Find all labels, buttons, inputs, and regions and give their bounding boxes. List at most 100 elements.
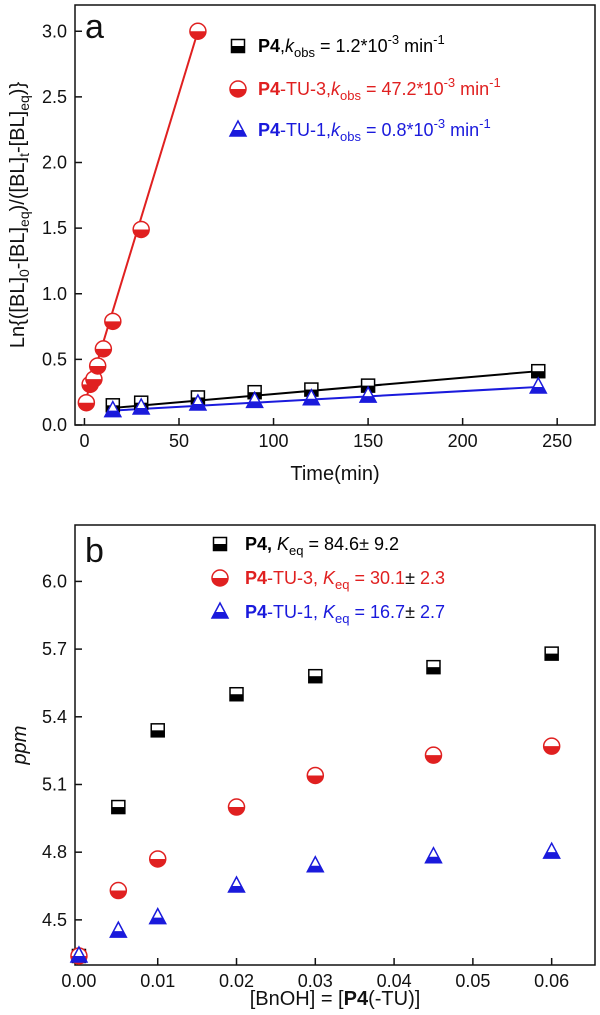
legend-value: = 1.2*10 xyxy=(315,36,388,56)
legend-label-p4-tu-3: P4-TU-3, Keq = 30.1± 2.3 xyxy=(245,568,445,592)
data-point-p4-tu-3 xyxy=(132,220,150,239)
legend-marker-p4-tu-1 xyxy=(228,119,248,137)
data-point-p4-tu-1-fill xyxy=(133,407,150,414)
y-tick-label: 0.5 xyxy=(42,349,67,369)
panel-b-y-label: ppm xyxy=(9,726,31,766)
ylab-part: )/([BL] xyxy=(7,157,29,211)
data-point-p4-tu-1-fill xyxy=(70,955,87,962)
data-point-p4 xyxy=(111,799,126,815)
xlab-bold: P4 xyxy=(344,988,369,1010)
legend-sub: eq xyxy=(289,543,303,558)
data-point-p4-tu-3 xyxy=(542,737,561,755)
y-tick-label: 5.1 xyxy=(42,774,67,794)
y-tick-label: 1.5 xyxy=(42,218,67,238)
legend-marker-p4-tu-3-fill xyxy=(212,578,228,586)
data-point-p4-tu-1 xyxy=(131,397,151,415)
legend-marker-p4 xyxy=(230,38,246,54)
ylab-sub: eq xyxy=(16,95,32,111)
ylab-sub: 0 xyxy=(16,269,32,277)
legend-marker-p4 xyxy=(212,536,228,552)
data-point-p4-tu-3-fill xyxy=(110,890,127,899)
x-tick-label: 250 xyxy=(542,431,572,451)
data-point-p4-tu-1-fill xyxy=(543,852,560,859)
ylab-sub: eq xyxy=(16,211,32,227)
y-tick-label: 1.0 xyxy=(42,284,67,304)
legend-mid: -TU-1, xyxy=(280,120,331,140)
data-point-p4-tu-3 xyxy=(306,766,325,785)
data-point-p4-tu-1 xyxy=(306,855,325,873)
legend-bold: P4 xyxy=(258,36,280,56)
data-point-p4-tu-3-fill xyxy=(85,379,102,388)
data-point-p4-tu-1-fill xyxy=(303,398,320,405)
legend-sup: -3 xyxy=(388,32,400,47)
panel-b: b 0.00 0.01 0.02 0.03 0.04 0.05 0.06 4.5 4.8 5.1 5… xyxy=(9,524,596,1010)
legend-label-p4-tu-1: P4-TU-1,kobs = 0.8*10-3 min-1 xyxy=(258,116,491,144)
legend-sub: obs xyxy=(294,45,315,60)
data-point-p4-tu-3-fill xyxy=(95,348,112,357)
x-tick-label: 100 xyxy=(259,431,289,451)
legend-value: = 30.1 xyxy=(350,568,406,588)
data-point-p4-tu-3 xyxy=(88,357,107,375)
legend-label-p4-tu-3: P4-TU-3,kobs = 47.2*10-3 min-1 xyxy=(258,75,501,103)
panel-a-ticks: 0 50 100 150 200 250 0.0 0.5 1.0 1.5 2.0 2.5 3.0 xyxy=(42,21,572,451)
data-point-p4-tu-3 xyxy=(227,798,246,816)
y-tick-label: 5.7 xyxy=(42,639,67,659)
panel-b-ticks: 0.00 0.01 0.02 0.03 0.04 0.05 0.06 4.5 4.8 5.1 5.4… xyxy=(42,571,569,991)
x-tick-label: 0.00 xyxy=(61,971,96,991)
data-point-p4-tu-1 xyxy=(542,841,561,859)
legend-unit: min xyxy=(399,36,433,56)
legend-sup2: -1 xyxy=(433,32,445,47)
panel-b-points xyxy=(69,646,561,965)
panel-a-y-label: Ln{([BL]0-[BL]eq)/([BL]t-[BL]eq)} xyxy=(7,82,32,349)
data-point-p4-tu-1-fill xyxy=(360,396,377,403)
data-point-p4-fill xyxy=(230,694,244,701)
data-point-p4 xyxy=(531,363,546,379)
panel-a-letter: a xyxy=(85,8,104,46)
panel-a-x-label: Time(min) xyxy=(290,463,379,485)
ylab-part: -[BL] xyxy=(7,111,29,153)
data-point-p4-tu-1 xyxy=(188,393,208,411)
data-point-p4-tu-1-fill xyxy=(228,886,245,893)
legend-k: K xyxy=(318,568,336,588)
legend-bold: P4 xyxy=(258,120,280,140)
data-point-p4-fill xyxy=(111,807,125,814)
y-tick-label: 0.0 xyxy=(42,415,67,435)
data-point-p4-fill xyxy=(531,371,545,378)
legend-bold: P4 xyxy=(245,602,267,622)
y-tick-label: 2.5 xyxy=(42,87,67,107)
data-point-p4-tu-3-fill xyxy=(133,229,150,238)
panel-b-letter: b xyxy=(85,532,104,570)
panel-b-x-label: [BnOH] = [P4(-TU)] xyxy=(250,988,421,1010)
legend-mid: -TU-3, xyxy=(267,568,318,588)
data-point-p4-tu-1-fill xyxy=(307,865,324,872)
legend-bold: P4 xyxy=(258,79,280,99)
x-tick-label: 200 xyxy=(448,431,478,451)
legend-unit: min xyxy=(455,79,489,99)
panel-b-frame xyxy=(74,524,596,966)
legend-label-p4: P4,kobs = 1.2*10-3 min-1 xyxy=(258,32,445,60)
data-point-p4-tu-1 xyxy=(109,920,128,938)
data-point-p4-tu-1 xyxy=(302,388,321,406)
data-point-p4 xyxy=(426,659,441,675)
x-tick-label: 0.02 xyxy=(219,971,254,991)
panel-a-points xyxy=(77,22,548,418)
data-point-p4-fill xyxy=(545,653,559,661)
data-point-p4-tu-1-fill xyxy=(110,931,127,938)
legend-marker-p4-tu-3 xyxy=(211,569,229,587)
legend-value: = 84.6 xyxy=(304,534,360,554)
x-tick-label: 0.06 xyxy=(534,971,569,991)
x-tick-label: 150 xyxy=(353,431,383,451)
x-tick-label: 0.01 xyxy=(140,971,175,991)
data-point-p4-tu-1 xyxy=(245,390,264,409)
y-tick-label: 6.0 xyxy=(42,571,67,591)
legend-sup2: -1 xyxy=(489,75,501,90)
data-point-p4-tu-3-fill xyxy=(78,402,95,411)
data-point-p4-tu-1 xyxy=(69,945,89,963)
legend-k: k xyxy=(331,120,341,140)
data-point-p4-tu-3-fill xyxy=(228,807,245,816)
legend-sup: -3 xyxy=(444,75,456,90)
legend-mid: -TU-3, xyxy=(280,79,331,99)
data-point-p4-tu-3-fill xyxy=(425,755,442,764)
data-point-p4-tu-3-fill xyxy=(104,321,121,330)
x-tick-label: 50 xyxy=(169,431,189,451)
